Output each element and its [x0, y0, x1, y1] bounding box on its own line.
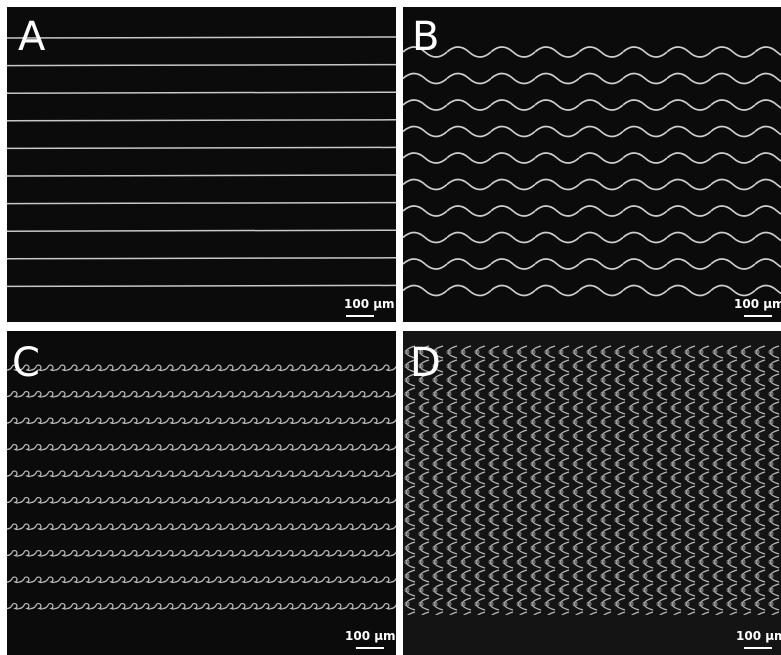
fiber-wave	[403, 172, 781, 199]
fiber-line	[7, 258, 396, 259]
fiber-wave	[403, 66, 781, 93]
fiber-line	[7, 285, 396, 286]
fiber-wave	[403, 225, 781, 252]
fiber-wave	[403, 198, 781, 225]
fiber-wave	[403, 278, 781, 305]
fiber-loops	[7, 596, 396, 623]
fiber-loops	[7, 410, 396, 437]
panel-c: C 100 µm	[7, 331, 396, 655]
fiber-loops	[7, 384, 396, 411]
fiber-line	[7, 120, 396, 121]
panel-d: D 100 µm	[403, 331, 781, 655]
panel-label: D	[410, 340, 441, 386]
fiber-loops	[7, 357, 396, 384]
fiber-loops	[7, 543, 396, 570]
scale-bar-label: 100 µm	[734, 297, 781, 311]
fiber-loops	[7, 490, 396, 517]
page: A 100 µm B 100 µm C 100 µm D 100 µm (() …	[0, 0, 781, 655]
panel-label: B	[412, 14, 439, 60]
figure: A 100 µm B 100 µm C 100 µm D 100 µm	[0, 0, 781, 655]
fiber-wave	[403, 92, 781, 119]
fiber-wave	[403, 145, 781, 172]
fiber-line	[7, 230, 396, 231]
panel-label: A	[18, 14, 46, 60]
fiber-loops	[7, 516, 396, 543]
fiber-loops	[7, 437, 396, 464]
fiber-line	[7, 65, 396, 66]
scale-bar-label: 100 µm	[345, 629, 396, 643]
fiber-wave	[403, 251, 781, 278]
fiber-wave	[403, 39, 781, 66]
fiber-wave	[403, 119, 781, 146]
fiber-line	[7, 37, 396, 38]
fiber-line	[7, 203, 396, 204]
scale-bar-label: 100 µm	[344, 297, 395, 311]
panel-label: C	[12, 340, 40, 386]
fiber-loops	[7, 569, 396, 596]
fiber-line	[7, 175, 396, 176]
panel-b: B 100 µm	[403, 7, 781, 322]
panel-a: A 100 µm	[7, 7, 396, 322]
fiber-line	[7, 92, 396, 93]
fiber-loops	[7, 463, 396, 490]
fiber-line	[7, 147, 396, 148]
scale-bar-label: 100 µm	[736, 629, 781, 643]
